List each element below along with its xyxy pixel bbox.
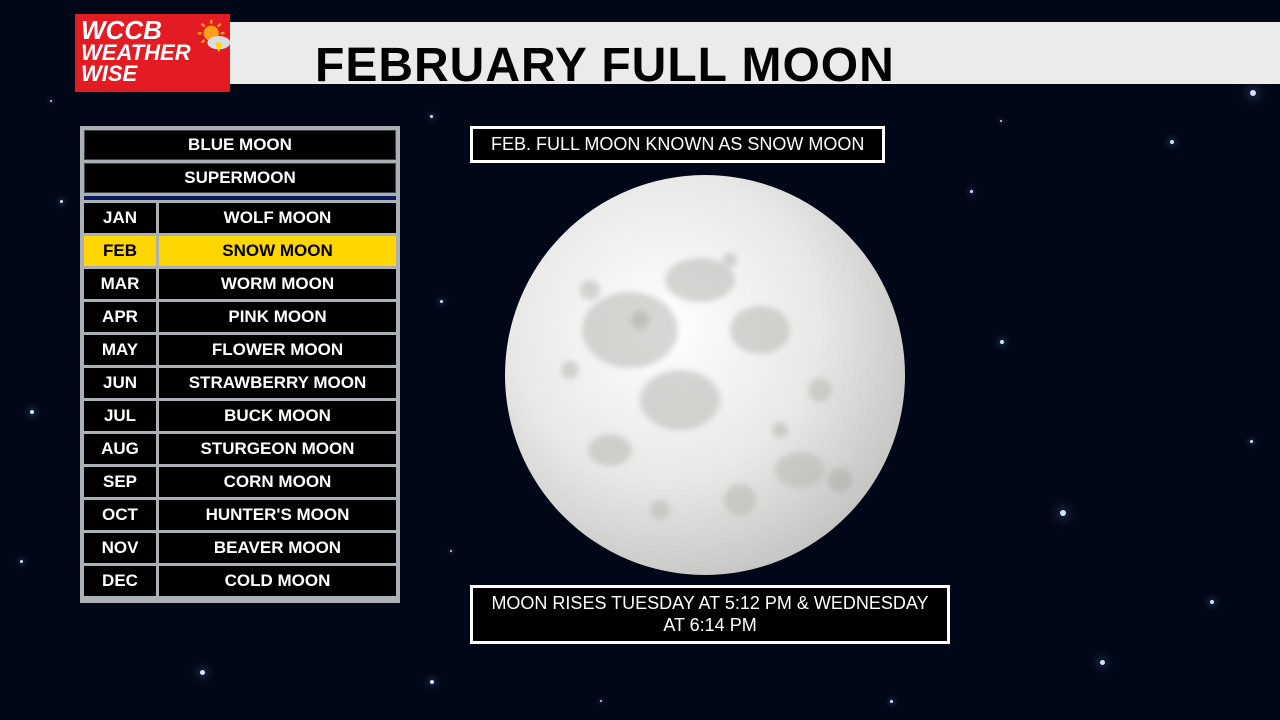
table-row: JANWOLF MOON <box>84 203 396 233</box>
table-row: JUNSTRAWBERRY MOON <box>84 368 396 398</box>
month-abbr: JAN <box>84 203 156 233</box>
table-row: MARWORM MOON <box>84 269 396 299</box>
table-row: NOVBEAVER MOON <box>84 533 396 563</box>
star <box>430 115 433 118</box>
month-abbr: FEB <box>84 236 156 266</box>
table-row: DECCOLD MOON <box>84 566 396 596</box>
table-row: SEPCORN MOON <box>84 467 396 497</box>
moon-name: CORN MOON <box>159 467 396 497</box>
month-abbr: SEP <box>84 467 156 497</box>
moonrise-box: MOON RISES TUESDAY AT 5:12 PM & WEDNESDA… <box>470 585 950 644</box>
star <box>1060 510 1066 516</box>
moon-name: STURGEON MOON <box>159 434 396 464</box>
star <box>430 680 434 684</box>
star <box>600 700 602 702</box>
header-bar: FEBRUARY FULL MOON <box>75 22 1280 84</box>
table-divider <box>84 196 396 200</box>
moon-name: WOLF MOON <box>159 203 396 233</box>
table-row: FEBSNOW MOON <box>84 236 396 266</box>
star <box>50 100 52 102</box>
table-header-super: SUPERMOON <box>84 163 396 193</box>
table-header-row: BLUE MOON <box>84 130 396 160</box>
moon-name: WORM MOON <box>159 269 396 299</box>
moon-name: FLOWER MOON <box>159 335 396 365</box>
table-row: OCTHUNTER'S MOON <box>84 500 396 530</box>
table-header-blue: BLUE MOON <box>84 130 396 160</box>
moon-name: COLD MOON <box>159 566 396 596</box>
subtitle-box: FEB. FULL MOON KNOWN AS SNOW MOON <box>470 126 885 163</box>
star <box>1000 340 1004 344</box>
sun-cloud-icon <box>196 18 234 56</box>
month-abbr: MAY <box>84 335 156 365</box>
star <box>970 190 973 193</box>
month-abbr: APR <box>84 302 156 332</box>
page-title: FEBRUARY FULL MOON <box>315 38 895 93</box>
moon-name: BUCK MOON <box>159 401 396 431</box>
full-moon-graphic <box>500 170 910 580</box>
month-abbr: JUN <box>84 368 156 398</box>
star <box>1170 140 1174 144</box>
star <box>200 670 205 675</box>
moon-name: PINK MOON <box>159 302 396 332</box>
moon-name: BEAVER MOON <box>159 533 396 563</box>
star <box>60 200 63 203</box>
table-row: APRPINK MOON <box>84 302 396 332</box>
star <box>450 550 452 552</box>
star <box>1100 660 1105 665</box>
moon-names-table: BLUE MOON SUPERMOON JANWOLF MOONFEBSNOW … <box>80 126 400 603</box>
star <box>1000 120 1002 122</box>
month-abbr: OCT <box>84 500 156 530</box>
month-abbr: AUG <box>84 434 156 464</box>
moon-name: SNOW MOON <box>159 236 396 266</box>
month-abbr: JUL <box>84 401 156 431</box>
star <box>30 410 34 414</box>
star <box>890 700 893 703</box>
star <box>1250 90 1256 96</box>
moon-name: HUNTER'S MOON <box>159 500 396 530</box>
star <box>20 560 23 563</box>
star <box>440 300 443 303</box>
logo-line3: WISE <box>81 64 224 85</box>
table-header-row: SUPERMOON <box>84 163 396 193</box>
station-logo: WCCB WEATHER WISE <box>75 14 230 92</box>
month-abbr: NOV <box>84 533 156 563</box>
table-row: JULBUCK MOON <box>84 401 396 431</box>
table-row: AUGSTURGEON MOON <box>84 434 396 464</box>
table-row: MAYFLOWER MOON <box>84 335 396 365</box>
month-abbr: MAR <box>84 269 156 299</box>
moon-name: STRAWBERRY MOON <box>159 368 396 398</box>
month-abbr: DEC <box>84 566 156 596</box>
star <box>1250 440 1253 443</box>
star <box>1210 600 1214 604</box>
